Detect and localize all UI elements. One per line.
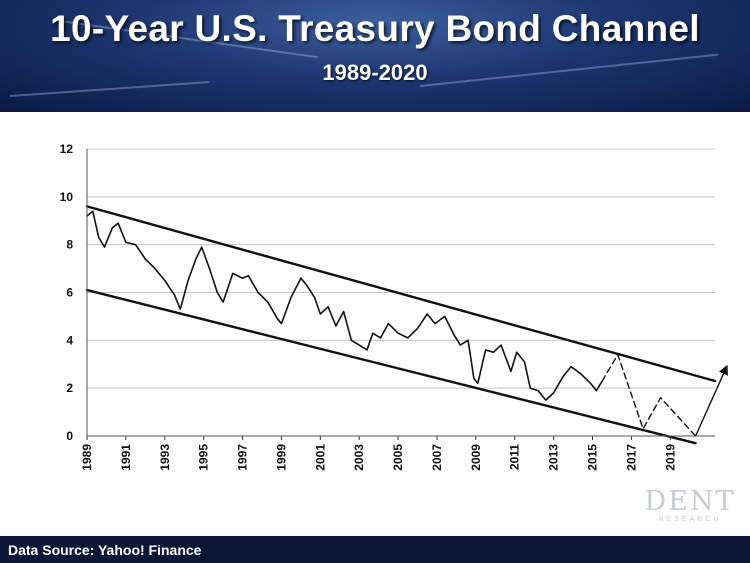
x-tick-label-1999: 1999 (274, 444, 288, 471)
header-banner: 10-Year U.S. Treasury Bond Channel 1989-… (0, 0, 750, 112)
series-channel-lower-bound (85, 288, 697, 445)
logo-name: DENT (644, 486, 736, 517)
x-tick-label-2007: 2007 (430, 444, 444, 471)
y-axis-ticks: 0 2 4 6 8 10 12 (60, 142, 74, 443)
axes (86, 149, 715, 437)
y-tick-label-4: 4 (66, 333, 73, 347)
x-tick-label-2001: 2001 (313, 444, 327, 471)
x-tick-label-1995: 1995 (197, 444, 211, 471)
series-layer (85, 205, 728, 445)
grid-lines (87, 148, 715, 389)
x-tick-label-2009: 2009 (469, 444, 483, 471)
series-channel-upper-bound (85, 205, 717, 383)
x-tick-label-2017: 2017 (624, 444, 638, 471)
x-tick-label-2013: 2013 (547, 444, 561, 471)
y-tick-label-10: 10 (60, 190, 74, 204)
x-axis-ticks: 1989 1991 1993 1995 1997 1999 2001 2003 2005 2007… (80, 436, 677, 471)
series-10-year-treasury-yield (86, 210, 604, 401)
x-tick-label-2019: 2019 (663, 444, 677, 471)
logo-tagline: RESEARCH (658, 516, 722, 523)
x-tick-label-2015: 2015 (586, 444, 600, 471)
x-tick-label-2011: 2011 (508, 444, 522, 470)
y-tick-label-0: 0 (66, 429, 73, 443)
dent-logo: DENT RESEARCH (640, 488, 740, 524)
chart-area: 0 2 4 6 8 10 12 1989 1991 1993 1995 1997 1999 2001 20… (60, 142, 728, 471)
series-projected-breakout (694, 364, 728, 437)
x-tick-label-2003: 2003 (352, 444, 366, 471)
x-tick-label-2005: 2005 (391, 444, 405, 471)
data-source: Data Source: Yahoo! Finance (8, 542, 202, 558)
series-projected-path (601, 353, 697, 437)
page-subtitle: 1989-2020 (322, 60, 428, 85)
x-tick-label-1989: 1989 (80, 444, 94, 471)
page-title: 10-Year U.S. Treasury Bond Channel (50, 8, 700, 49)
y-tick-label-8: 8 (66, 238, 73, 252)
x-tick-label-1997: 1997 (236, 444, 250, 471)
x-tick-label-1991: 1991 (119, 444, 133, 471)
x-tick-label-1993: 1993 (158, 444, 172, 471)
y-tick-label-6: 6 (66, 286, 73, 300)
footer-bar: Data Source: Yahoo! Finance (0, 536, 750, 563)
y-tick-label-2: 2 (66, 381, 73, 395)
y-tick-label-12: 12 (60, 142, 74, 156)
